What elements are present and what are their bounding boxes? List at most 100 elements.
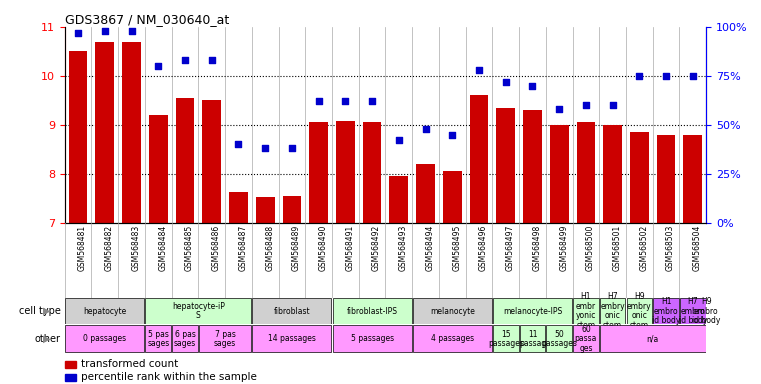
Text: 50
passages: 50 passages [541,329,577,348]
Text: GSM568486: GSM568486 [212,225,221,271]
Text: ▶: ▶ [43,306,50,316]
Text: H7
embro
id body: H7 embro id body [679,297,707,325]
Point [313,98,325,104]
Text: GSM568493: GSM568493 [399,225,408,271]
FancyBboxPatch shape [253,325,332,353]
Text: other: other [35,334,61,344]
Text: transformed count: transformed count [81,359,178,369]
Text: ▶: ▶ [43,334,50,344]
Text: GSM568487: GSM568487 [238,225,247,271]
Text: GSM568495: GSM568495 [452,225,461,271]
Bar [176,98,194,223]
Text: melanocyte-IPS: melanocyte-IPS [503,306,562,316]
Text: n/a: n/a [647,334,659,343]
Bar [443,171,462,223]
FancyBboxPatch shape [600,298,626,324]
FancyBboxPatch shape [412,325,492,353]
Text: melanocyte: melanocyte [430,306,475,316]
FancyBboxPatch shape [573,298,599,324]
Point [527,83,539,89]
FancyBboxPatch shape [65,325,145,353]
FancyBboxPatch shape [493,325,518,353]
Point [72,30,84,36]
Point [339,98,352,104]
Bar [470,96,489,223]
Point [419,126,431,132]
Text: GSM568485: GSM568485 [185,225,194,271]
Text: GSM568498: GSM568498 [533,225,542,271]
Text: 6 pas
sages: 6 pas sages [174,329,196,348]
Point [179,57,191,63]
Text: H7
embry
onic
stem: H7 embry onic stem [600,292,625,330]
Point [393,137,405,144]
Bar [496,108,515,223]
FancyBboxPatch shape [493,298,572,324]
Text: 14 passages: 14 passages [268,334,316,343]
Point [607,102,619,108]
Bar [256,197,275,223]
Text: GSM568489: GSM568489 [292,225,301,271]
FancyBboxPatch shape [573,325,599,353]
FancyBboxPatch shape [546,325,572,353]
Bar [523,110,542,223]
Bar [65,374,76,381]
Text: 60
passa
ges: 60 passa ges [575,325,597,353]
FancyBboxPatch shape [653,298,679,324]
Bar [416,164,435,223]
Text: GSM568490: GSM568490 [319,225,328,271]
Text: cell type: cell type [19,306,61,316]
Point [259,145,271,151]
Text: GSM568500: GSM568500 [586,225,595,271]
Point [446,131,458,138]
FancyBboxPatch shape [626,298,652,324]
Text: GSM568481: GSM568481 [78,225,87,271]
Text: GSM568488: GSM568488 [265,225,274,271]
Point [126,28,138,34]
FancyBboxPatch shape [145,325,171,353]
Text: H9
embry
onic
stem: H9 embry onic stem [627,292,651,330]
Text: GSM568497: GSM568497 [506,225,514,271]
Point [500,79,512,85]
Text: 5 pas
sages: 5 pas sages [147,329,170,348]
Point [633,73,645,79]
Bar [309,122,328,223]
Text: percentile rank within the sample: percentile rank within the sample [81,372,256,382]
Text: 7 pas
sages: 7 pas sages [214,329,236,348]
Bar [550,125,568,223]
Text: GSM568503: GSM568503 [666,225,675,271]
Point [473,67,485,73]
Point [286,145,298,151]
Point [553,106,565,112]
Text: GSM568482: GSM568482 [105,225,114,271]
Text: 4 passages: 4 passages [431,334,474,343]
Bar [68,51,88,223]
Point [205,57,218,63]
Text: H1
embro
id body: H1 embro id body [652,297,680,325]
Bar [577,122,595,223]
FancyBboxPatch shape [333,325,412,353]
Text: GSM568494: GSM568494 [425,225,435,271]
Text: fibroblast-IPS: fibroblast-IPS [346,306,397,316]
Point [686,73,699,79]
Point [366,98,378,104]
Bar [282,196,301,223]
FancyBboxPatch shape [253,298,332,324]
Text: H9
embro
id body: H9 embro id body [692,297,721,325]
Text: 0 passages: 0 passages [83,334,126,343]
Text: GSM568484: GSM568484 [158,225,167,271]
Text: fibroblast: fibroblast [273,306,310,316]
Text: GSM568492: GSM568492 [372,225,381,271]
Point [580,102,592,108]
Bar [229,192,248,223]
Text: hepatocyte-iP
S: hepatocyte-iP S [172,302,224,320]
FancyBboxPatch shape [705,298,707,324]
FancyBboxPatch shape [412,298,492,324]
FancyBboxPatch shape [333,298,412,324]
Bar [630,132,648,223]
Text: GSM568502: GSM568502 [639,225,648,271]
Text: GDS3867 / NM_030640_at: GDS3867 / NM_030640_at [65,13,229,26]
Text: hepatocyte: hepatocyte [83,306,126,316]
Bar [603,125,622,223]
FancyBboxPatch shape [172,325,198,353]
Text: 11
passag: 11 passag [519,329,546,348]
